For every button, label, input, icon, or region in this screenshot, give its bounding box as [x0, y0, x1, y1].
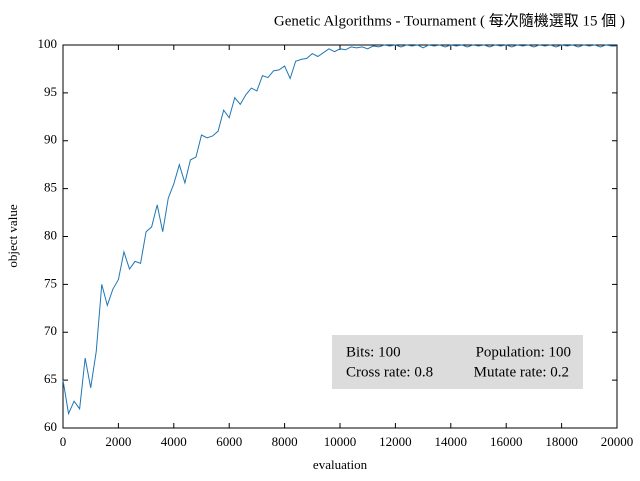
data-line — [62, 44, 617, 416]
y-tick-label: 90 — [44, 132, 57, 147]
x-tick-label: 14000 — [435, 434, 468, 449]
y-tick-label: 100 — [38, 36, 58, 51]
annotation: Cross rate: 0.8 — [346, 364, 433, 380]
x-tick-label: 18000 — [545, 434, 578, 449]
y-tick-label: 65 — [44, 371, 57, 386]
chart-title: Genetic Algorithms - Tournament ( 每次隨機選取… — [274, 12, 625, 29]
x-tick-label: 8000 — [272, 434, 298, 449]
y-tick-label: 70 — [44, 323, 57, 338]
annotation: Mutate rate: 0.2 — [474, 364, 569, 380]
x-tick-label: 12000 — [379, 434, 412, 449]
y-tick-label: 80 — [44, 227, 57, 242]
annotation-box — [332, 335, 583, 389]
y-tick-label: 60 — [44, 419, 57, 434]
x-tick-label: 4000 — [161, 434, 187, 449]
x-tick-label: 6000 — [216, 434, 242, 449]
y-axis-label: object value — [5, 204, 20, 267]
annotation: Bits: 100 — [346, 344, 401, 360]
y-tick-label: 85 — [44, 180, 57, 195]
x-tick-label: 16000 — [490, 434, 523, 449]
x-tick-label: 10000 — [324, 434, 357, 449]
y-tick-label: 95 — [44, 84, 57, 99]
x-axis-label: evaluation — [313, 457, 368, 472]
x-tick-label: 0 — [60, 434, 67, 449]
plot-frame — [62, 44, 618, 429]
annotation: Population: 100 — [476, 344, 571, 360]
x-tick-label: 20000 — [601, 434, 634, 449]
x-tick-label: 2000 — [105, 434, 131, 449]
y-tick-label: 75 — [44, 275, 57, 290]
